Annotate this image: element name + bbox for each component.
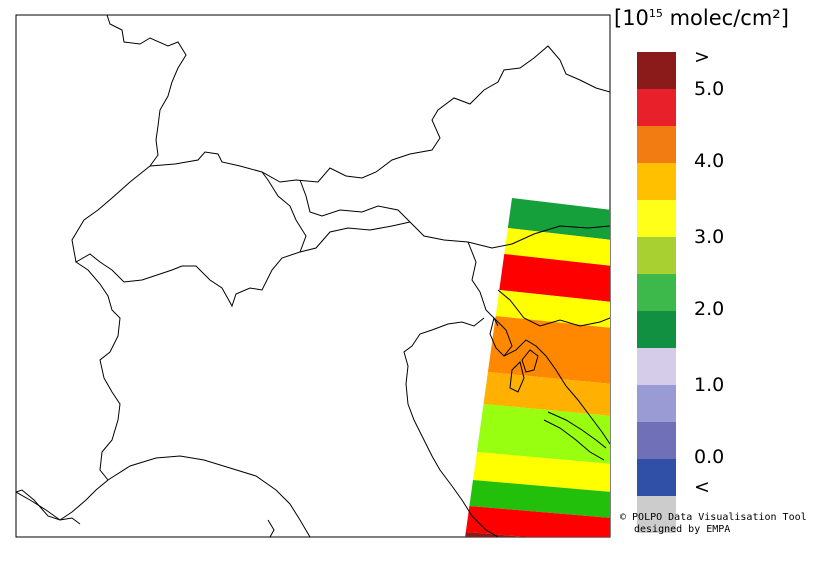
swath-band: [499, 254, 610, 302]
coastline-tyrrhenian: [107, 455, 311, 537]
colorbar-label: 3.0: [694, 226, 725, 248]
island-fragment: [267, 519, 275, 537]
no2-swath: [465, 198, 610, 537]
islands-dalmatia: [543, 411, 607, 461]
border-switzerland-north: [149, 45, 610, 183]
swath-band: [469, 480, 610, 518]
colorbar-segment: [637, 496, 676, 533]
swath-band: [483, 372, 610, 416]
colorbar-title-base: [10: [614, 6, 649, 30]
credit-line-1: © POLPO Data Visualisation Tool: [620, 512, 807, 523]
border-slovenia-croatia: [497, 289, 610, 327]
swath-band: [507, 198, 610, 240]
swath-band: [476, 404, 610, 464]
colorbar-label: 2.0: [694, 298, 725, 320]
island-cres: [509, 361, 525, 393]
border-italy-austria: [299, 221, 411, 253]
colorbar-title-unit: molec/cm²]: [662, 6, 789, 30]
colorbar-segment: [637, 89, 676, 126]
border-france-germany: [106, 15, 187, 167]
swath-band: [465, 532, 527, 537]
border-switzerland: [71, 165, 307, 308]
istria: [489, 317, 513, 357]
colorbar-segment: [637, 422, 676, 459]
colorbar-title-exponent: 15: [648, 7, 663, 20]
colorbar-segment: [637, 459, 676, 496]
colorbar-label: >: [694, 46, 710, 68]
swath-band: [472, 452, 610, 492]
swath-band: [465, 506, 610, 537]
colorbar-segment: [637, 348, 676, 385]
coastline-adriatic: [403, 317, 499, 537]
coastline-ligurian: [16, 491, 81, 525]
colorbar-label: 4.0: [694, 150, 725, 172]
credit-line-2: designed by EMPA: [634, 524, 731, 535]
coastline-croatia: [503, 339, 610, 445]
country-borders: [16, 15, 610, 537]
colorbar-label: 1.0: [694, 374, 725, 396]
colorbar-label: 0.0: [694, 446, 725, 468]
colorbar-title: [1015 molec/cm²]: [614, 6, 789, 30]
colorbar-segment: [637, 200, 676, 237]
colorbar-segment: [637, 52, 676, 89]
colorbar-segment: [637, 274, 676, 311]
colorbar-segment: [637, 237, 676, 274]
border-germany-austria: [299, 179, 610, 249]
colorbar-segment: [637, 311, 676, 348]
colorbar-label: 5.0: [694, 78, 725, 100]
colorbar-segment: [637, 163, 676, 200]
island-krk: [521, 349, 539, 373]
swath-band: [487, 316, 610, 384]
colorbar-segment: [637, 385, 676, 422]
swath-band: [504, 228, 610, 266]
colorbar-label: <: [694, 476, 710, 498]
colorbar-segment: [637, 126, 676, 163]
